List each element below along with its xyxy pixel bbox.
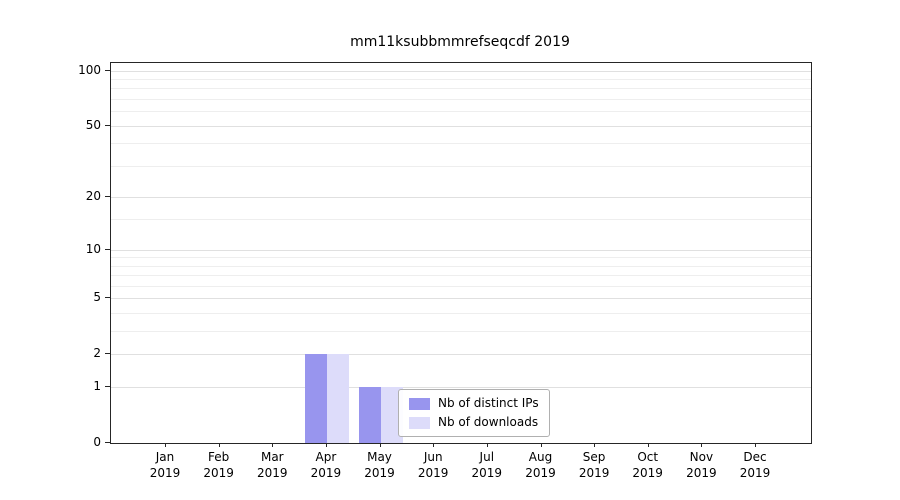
minor-gridline [111,219,811,221]
bar-nb-of-distinct-ips-4 [358,387,381,443]
minor-gridline [111,143,811,145]
major-gridline [111,249,811,251]
major-gridline [111,125,811,127]
x-tick-mark [379,443,381,447]
x-tick-label: Mar 2019 [257,450,288,480]
x-tick-mark [594,443,596,447]
x-tick-label: Apr 2019 [310,450,342,480]
y-tick-label: 50 [85,117,101,132]
minor-gridline [111,79,811,80]
legend-swatch [409,397,430,410]
x-tick-label: Aug 2019 [525,450,556,480]
major-gridline [111,298,811,300]
x-tick-label: May 2019 [364,450,395,480]
y-tick-mark [105,248,110,250]
y-tick-label: 10 [85,241,101,256]
y-axis-labels: 0 1 2 5 10 20 50 100 [0,0,101,500]
minor-gridline [111,88,811,90]
x-tick-label: Nov 2019 [686,450,717,480]
legend-swatch [409,416,430,429]
x-tick-label: Oct 2019 [632,450,663,480]
minor-gridline [111,331,811,333]
major-gridline [111,70,811,72]
y-tick-mark [105,353,110,355]
minor-gridline [111,111,811,113]
minor-gridline [111,286,811,287]
x-tick-mark [433,443,435,447]
x-tick-label: Jul 2019 [471,450,503,480]
y-tick-label: 5 [93,290,101,305]
legend-label: Nb of downloads [438,415,539,429]
y-tick-label: 0 [93,435,101,449]
x-tick-label: Feb 2019 [203,450,234,480]
y-tick-label: 100 [78,62,101,77]
x-tick-mark [755,443,756,447]
x-tick-mark [540,443,542,447]
minor-gridline [111,265,811,267]
major-gridline [111,387,811,389]
bar-nb-of-downloads-4 [380,387,403,443]
x-tick-mark [486,443,488,447]
legend-item: Nb of distinct IPs [409,396,539,411]
y-tick-mark [105,386,110,388]
minor-gridline [111,99,811,101]
x-tick-label: Dec 2019 [739,450,771,480]
x-tick-label: Jan 2019 [149,450,181,480]
y-tick-mark [105,196,110,198]
minor-gridline [111,275,811,277]
minor-gridline [111,313,811,315]
y-tick-label: 20 [85,189,101,204]
plot-area [110,62,812,444]
x-tick-label: Jun 2019 [417,450,449,480]
major-gridline [111,354,811,356]
y-tick-mark [105,124,110,126]
x-tick-mark [325,443,327,447]
y-tick-label: 2 [93,346,101,361]
y-tick-mark [105,69,110,71]
y-tick-mark [105,442,110,443]
legend: Nb of distinct IPs Nb of downloads [398,389,550,437]
x-tick-mark [701,443,703,447]
x-tick-mark [272,443,274,447]
y-tick-label: 1 [93,379,101,394]
x-tick-mark [218,443,220,447]
x-tick-label: Sep 2019 [578,450,610,480]
legend-label: Nb of distinct IPs [438,396,539,410]
x-tick-mark [647,443,649,447]
bar-nb-of-downloads-3 [326,354,349,443]
y-tick-mark [105,297,110,299]
x-tick-mark [165,443,166,447]
chart-title: mm11ksubbmmrefseqcdf 2019 [350,34,570,50]
minor-gridline [111,257,811,259]
minor-gridline [111,165,811,167]
legend-item: Nb of downloads [409,415,539,430]
major-gridline [111,197,811,199]
bar-nb-of-distinct-ips-3 [304,354,327,443]
